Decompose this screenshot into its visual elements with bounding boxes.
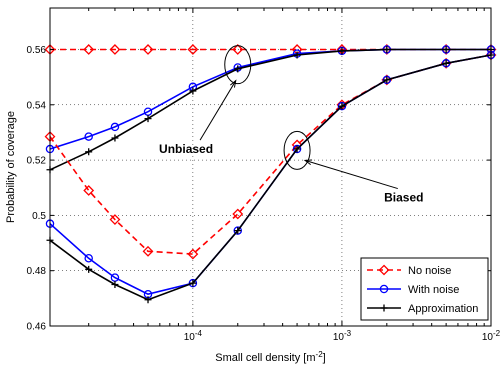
annotation-label: Unbiased (159, 142, 213, 156)
legend-label: Approximation (408, 303, 478, 315)
data-point (111, 134, 119, 142)
data-point (338, 102, 346, 110)
data-point (111, 281, 119, 289)
data-point (142, 245, 154, 257)
series-line (49, 54, 492, 255)
y-tick-label: 0.46 (27, 322, 47, 333)
data-point (382, 75, 392, 85)
annotation-arrowhead (303, 159, 313, 166)
data-point (110, 122, 120, 132)
y-tick-label: 0.52 (27, 156, 47, 167)
data-point (292, 144, 302, 154)
data-point (84, 132, 93, 141)
data-point (383, 76, 391, 84)
data-point (144, 296, 152, 304)
axis-ticks: 0.46 0.48 0.5 0.52 0.54 0.56 10-4 10-3 10-2 (27, 8, 501, 343)
data-point (109, 214, 121, 225)
x-tick-label: 10-4 (184, 329, 203, 344)
annotation-arrowhead (230, 79, 237, 88)
data-point (144, 115, 152, 123)
data-point (85, 265, 93, 273)
legend-marker (378, 264, 390, 276)
annotation-arrow (304, 159, 398, 190)
data-point (84, 254, 93, 263)
data-point (338, 47, 346, 55)
data-point (293, 145, 301, 153)
annotation-label: Biased (384, 191, 423, 205)
x-axis-label-sup: -2 (316, 350, 324, 359)
legend-marker (379, 284, 389, 294)
data-point (234, 227, 242, 235)
legend-marker (380, 304, 388, 312)
data-point (337, 101, 347, 111)
y-tick-label: 0.56 (27, 45, 47, 56)
data-point (142, 44, 154, 55)
data-point (187, 248, 199, 260)
data-point (83, 44, 95, 55)
x-tick-label: 10-2 (482, 329, 501, 344)
data-point (109, 44, 121, 55)
series-line (49, 48, 491, 171)
legend-item: No noise (367, 264, 451, 277)
annotation-ellipse (224, 45, 252, 85)
series-biased-approximation (46, 51, 495, 304)
x-axis-label: Small cell density [m-2] (215, 350, 325, 365)
x-axis-label-main: Small cell density [m (215, 352, 315, 364)
series-biased-no-noise (44, 49, 497, 260)
data-point (189, 279, 197, 287)
annotations: Unbiased Biased (159, 45, 423, 205)
legend-item: Approximation (367, 303, 478, 315)
x-axis-label-end: ] (323, 352, 326, 364)
plot-frame (49, 7, 492, 327)
data-point (83, 185, 95, 196)
y-tick-label: 0.48 (27, 266, 47, 277)
legend-label: No noise (408, 265, 451, 277)
legend-box (360, 257, 489, 321)
data-point (383, 45, 391, 53)
y-tick-label: 0.5 (32, 211, 46, 222)
data-point (234, 65, 242, 73)
series-line (49, 48, 491, 150)
data-point (442, 59, 450, 67)
y-axis-label: Probability of coverage (5, 111, 17, 223)
annotation-ellipse (283, 130, 311, 170)
data-point (85, 148, 93, 156)
data-point (233, 226, 243, 235)
y-tick-label: 0.54 (27, 100, 47, 111)
series-unbiased-approximation (46, 45, 495, 174)
legend-item: With noise (367, 284, 459, 296)
data-point (232, 208, 244, 220)
legend: No noise With noise Approximation (360, 257, 489, 321)
annotation-arrow (199, 80, 237, 141)
x-tick-label: 10-3 (333, 329, 352, 344)
data-point (188, 278, 198, 288)
data-point (442, 45, 450, 53)
data-point (189, 87, 197, 95)
data-point (187, 44, 199, 55)
data-point (232, 44, 244, 55)
legend-label: With noise (408, 284, 459, 296)
data-point (293, 51, 301, 59)
